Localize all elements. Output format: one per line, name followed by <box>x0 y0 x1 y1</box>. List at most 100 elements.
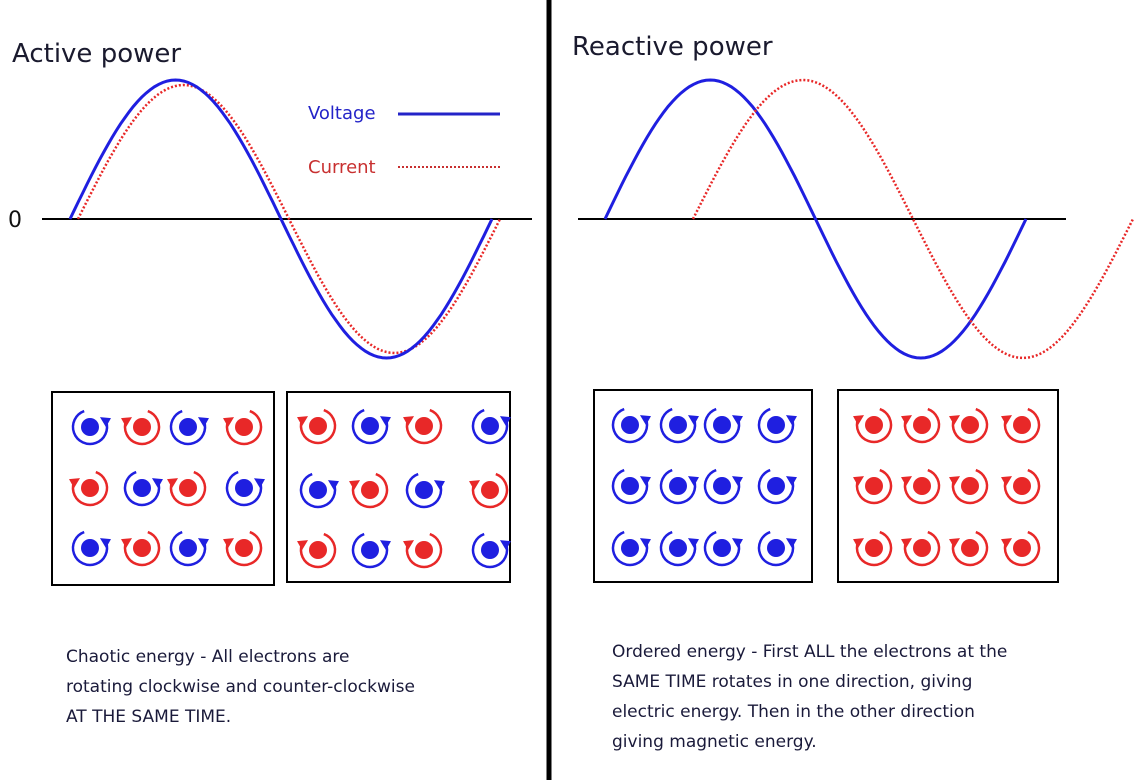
electron <box>757 468 797 505</box>
electron-dot <box>1013 416 1031 434</box>
arrow-head <box>687 538 699 549</box>
arrow-head <box>403 540 415 551</box>
electron-dot <box>81 479 99 497</box>
electron <box>123 470 163 507</box>
electron <box>469 472 509 509</box>
rotation-arrow <box>757 468 795 505</box>
rotation-arrow <box>703 407 741 444</box>
rotation-arrow <box>169 530 207 567</box>
rotation-arrow <box>471 532 509 569</box>
electron-dot <box>235 479 253 497</box>
left-title: Active power <box>12 39 181 69</box>
electron-dot <box>669 477 687 495</box>
arrow-head <box>121 538 133 549</box>
rotation-arrow <box>299 408 337 445</box>
arrow-head <box>901 476 913 487</box>
electron <box>297 408 337 445</box>
arrow-head <box>197 417 209 428</box>
electron-box <box>286 391 511 583</box>
electron <box>69 470 109 507</box>
rotation-arrow <box>855 530 893 567</box>
electron-dot <box>961 539 979 557</box>
electron <box>611 468 651 505</box>
rotation-arrow <box>903 468 941 505</box>
electron <box>901 468 941 505</box>
electron <box>351 408 391 445</box>
rotation-arrow <box>659 468 697 505</box>
arrow-head <box>949 538 961 549</box>
electron-box <box>837 389 1059 583</box>
electron-dot <box>481 481 499 499</box>
arrow-head <box>785 538 797 549</box>
rotation-arrow <box>611 407 649 444</box>
arrow-head <box>1001 415 1013 426</box>
arrow-head <box>901 538 913 549</box>
arrow-head <box>499 540 511 551</box>
arrow-head <box>639 415 651 426</box>
arrow-head <box>687 476 699 487</box>
electron <box>169 530 209 567</box>
legend-current: Current <box>308 157 376 178</box>
electron <box>1001 468 1041 505</box>
arrow-head <box>403 416 415 427</box>
arrow-head <box>99 538 111 549</box>
electron-dot <box>415 481 433 499</box>
arrow-head <box>1001 476 1013 487</box>
arrow-head <box>253 478 265 489</box>
electron <box>403 408 443 445</box>
rotation-arrow <box>123 530 161 567</box>
rotation-arrow <box>169 409 207 446</box>
rotation-arrow <box>1003 530 1041 567</box>
arrow-head <box>69 478 81 489</box>
arrow-head <box>121 417 133 428</box>
electron-dot <box>179 539 197 557</box>
electron-dot <box>235 539 253 557</box>
caption-line: SAME TIME rotates in one direction, givi… <box>612 672 972 692</box>
electron-dot <box>865 477 883 495</box>
electron <box>71 530 111 567</box>
arrow-head <box>853 415 865 426</box>
rotation-arrow <box>855 407 893 444</box>
electron <box>853 530 893 567</box>
electron-dot <box>179 418 197 436</box>
rotation-arrow <box>703 468 741 505</box>
rotation-arrow <box>1003 468 1041 505</box>
arrow-head <box>433 480 445 491</box>
rotation-arrow <box>123 470 161 507</box>
arrow-head <box>853 538 865 549</box>
electron-dot <box>133 539 151 557</box>
electron <box>1001 407 1041 444</box>
arrow-head <box>949 415 961 426</box>
electron <box>299 472 339 509</box>
electron <box>659 407 699 444</box>
electron <box>349 472 389 509</box>
electron-dot <box>81 539 99 557</box>
arrow-head <box>151 478 163 489</box>
electron-dot <box>865 539 883 557</box>
arrow-head <box>469 480 481 491</box>
arrow-head <box>499 416 511 427</box>
rotation-arrow <box>903 530 941 567</box>
arrow-head <box>99 417 111 428</box>
electron <box>225 470 265 507</box>
arrow-head <box>223 417 235 428</box>
electron <box>853 468 893 505</box>
electron-dot <box>621 477 639 495</box>
electron-dot <box>1013 477 1031 495</box>
arrow-head <box>785 415 797 426</box>
electron-dot <box>415 541 433 559</box>
rotation-arrow <box>659 407 697 444</box>
electron-dot <box>669 416 687 434</box>
current-wave <box>691 78 1135 360</box>
voltage-wave <box>603 78 1028 360</box>
rotation-arrow <box>225 470 263 507</box>
rotation-arrow <box>71 470 109 507</box>
arrow-head <box>379 416 391 427</box>
electron-dot <box>913 477 931 495</box>
electron-box <box>51 391 275 586</box>
rotation-arrow <box>757 530 795 567</box>
rotation-arrow <box>169 470 207 507</box>
electron-dot <box>961 416 979 434</box>
rotation-arrow <box>1003 407 1041 444</box>
